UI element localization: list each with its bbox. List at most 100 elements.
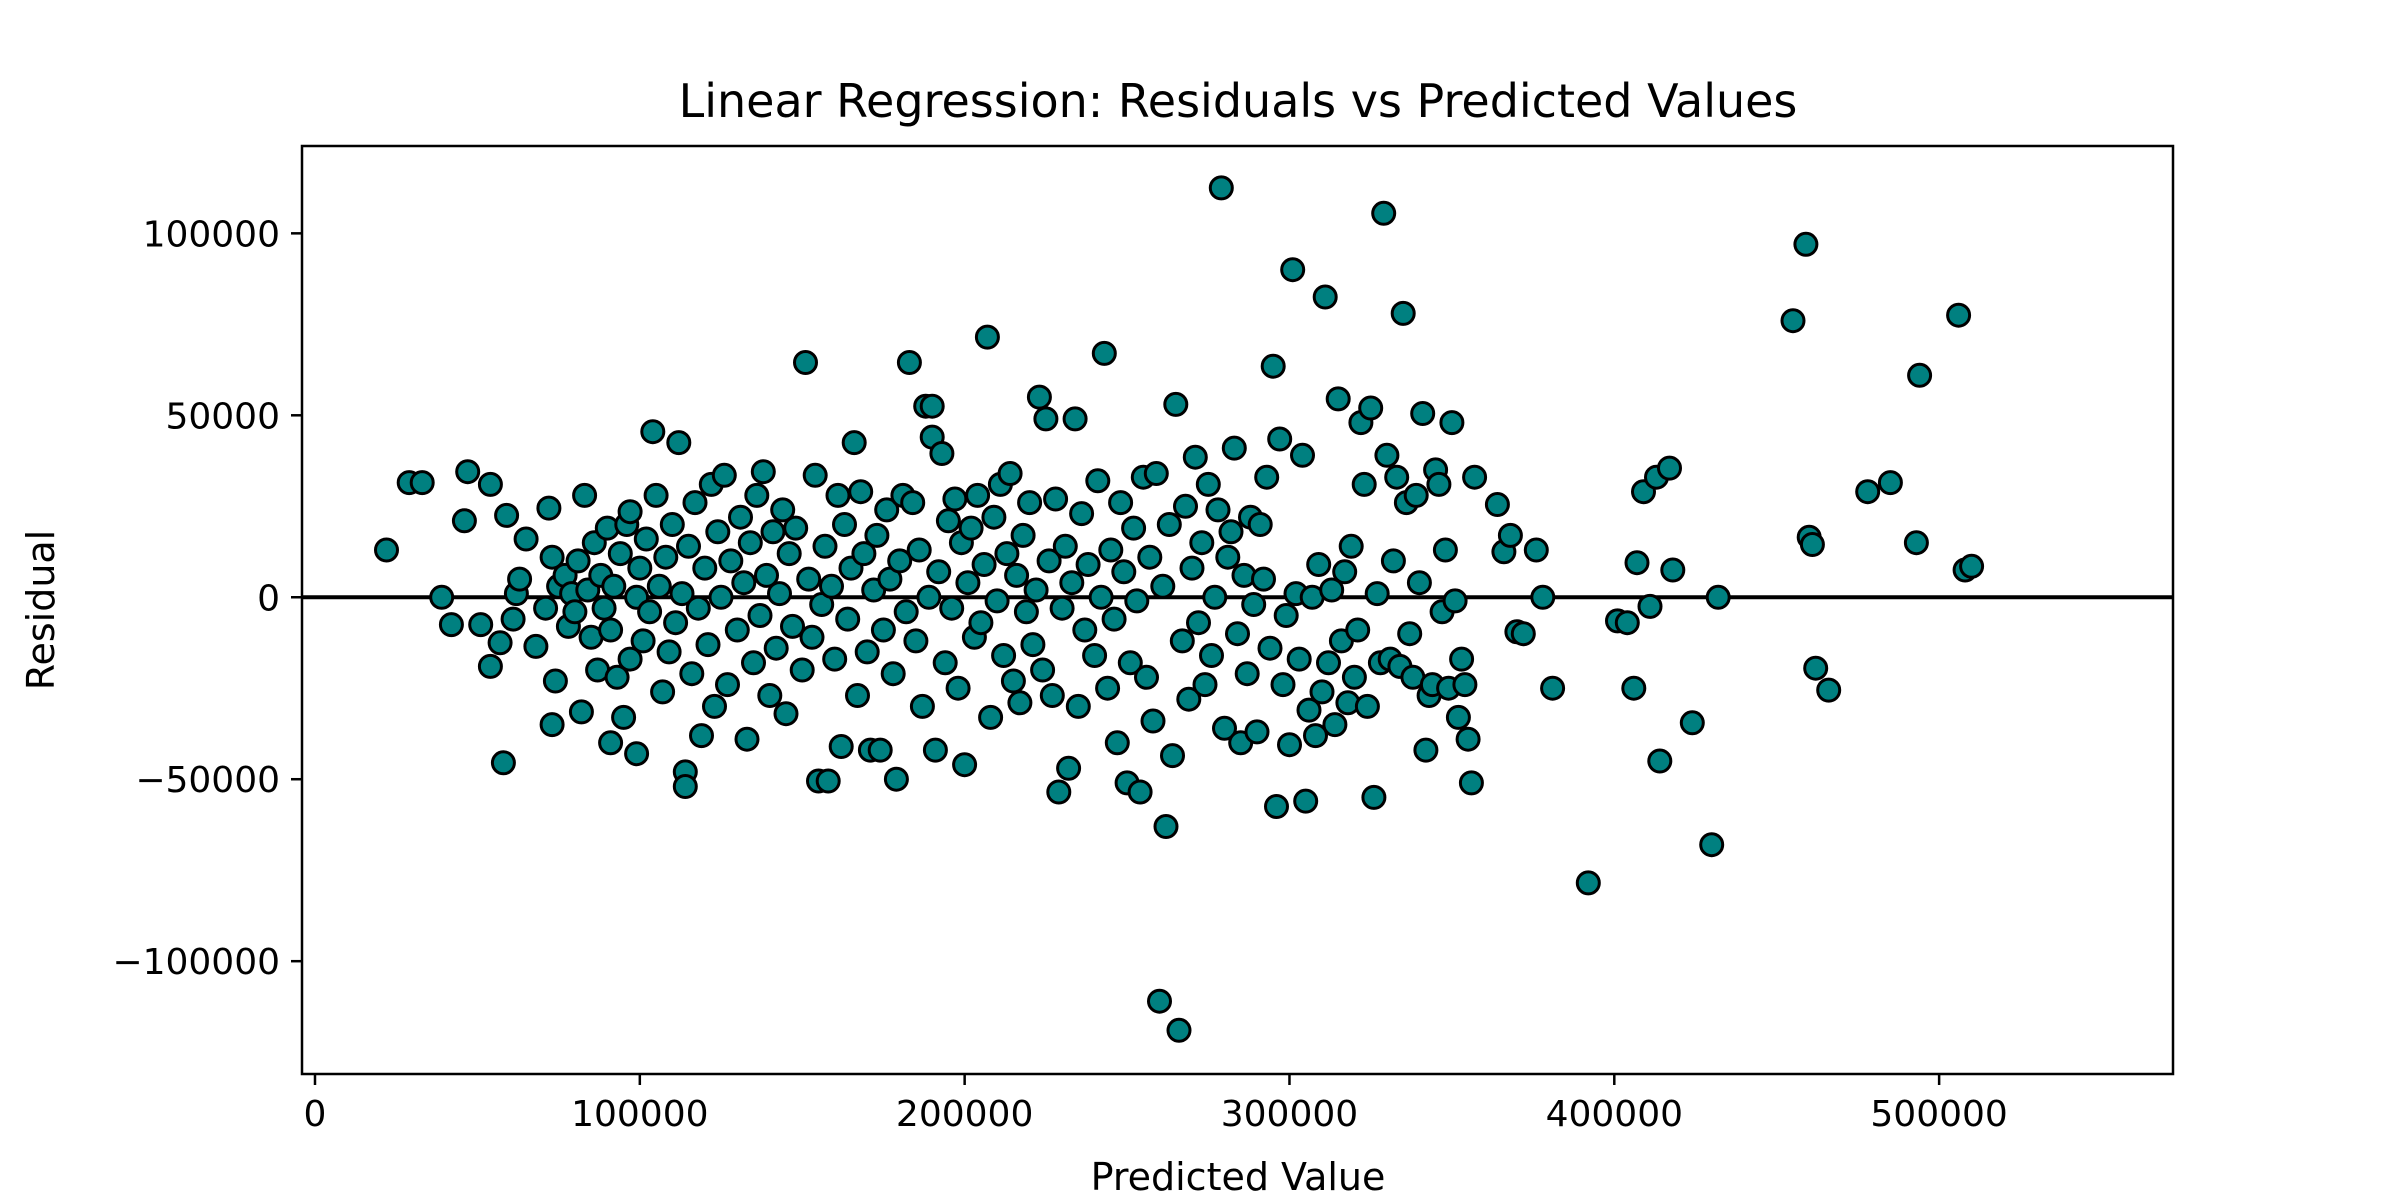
scatter-point (728, 504, 753, 530)
scatter-point (1091, 340, 1117, 366)
scatter-point (1907, 362, 1933, 388)
scatter-point (1660, 557, 1686, 583)
scatter-point (494, 502, 520, 528)
plot-area (302, 175, 2173, 1043)
scatter-point (718, 548, 744, 574)
scatter-point (1780, 308, 1806, 334)
scatter-point (773, 701, 799, 727)
scatter-point (477, 653, 503, 679)
scatter-point (1186, 610, 1211, 636)
scatter-point (1212, 715, 1237, 741)
scatter-point (1286, 646, 1312, 672)
scatter-point (776, 541, 802, 567)
scatter-point (1199, 643, 1224, 668)
scatter-point (997, 461, 1023, 486)
scatter-point (490, 750, 516, 776)
scatter-point (1264, 794, 1289, 819)
scatter-point (601, 573, 627, 599)
scatter-point (994, 541, 1020, 567)
scatter-point (539, 544, 565, 570)
scatter-point (643, 482, 669, 508)
scatter-point (1247, 512, 1273, 537)
scatter-point (1017, 490, 1043, 516)
scatter-point (754, 562, 779, 588)
scatter-point (763, 635, 789, 661)
scatter-point (1221, 435, 1247, 461)
scatter-point (942, 486, 968, 512)
scatter-point (1657, 455, 1682, 481)
scatter-point (1341, 664, 1367, 690)
scatter-point (1855, 479, 1881, 505)
scatter-point (1877, 470, 1903, 496)
scatter-point (974, 324, 1000, 350)
scatter-point (909, 693, 935, 719)
scatter-point (1043, 486, 1069, 512)
scatter-point (848, 479, 874, 505)
scatter-points (374, 175, 1985, 1043)
scatter-point (1946, 302, 1972, 328)
scatter-point (1205, 497, 1231, 523)
scatter-point (685, 595, 711, 621)
scatter-point (708, 584, 734, 610)
y-tick-label: −100000 (112, 942, 280, 983)
scatter-point (1406, 570, 1432, 596)
x-axis-ticks: 0 100000 200000 300000 400000 500000 (304, 1074, 2008, 1135)
scatter-point (702, 693, 727, 719)
scatter-point (591, 595, 617, 621)
scatter-point (1143, 461, 1169, 486)
scatter-point (617, 646, 643, 672)
scatter-point (968, 610, 994, 636)
scatter-point (1108, 490, 1134, 516)
scatter-point (741, 650, 766, 676)
scatter-point (1082, 643, 1108, 668)
scatter-point (1069, 501, 1095, 527)
scatter-point (1254, 464, 1280, 490)
scatter-point (939, 595, 965, 621)
scatter-point (1117, 650, 1143, 676)
scatter-point (1189, 530, 1215, 556)
scatter-point (409, 470, 435, 496)
scatter-point (539, 712, 565, 738)
scatter-point (1296, 697, 1322, 723)
scatter-point (598, 617, 624, 643)
scatter-point (1293, 788, 1319, 814)
scatter-point (1020, 632, 1046, 658)
scatter-point (1244, 719, 1270, 745)
scatter-point (1530, 584, 1556, 610)
scatter-point (1225, 621, 1250, 647)
scatter-point (916, 584, 942, 610)
scatter-point (906, 537, 932, 563)
scatter-point (887, 548, 913, 574)
scatter-point (767, 581, 792, 607)
scatter-point (451, 508, 477, 534)
scatter-point (633, 526, 659, 552)
scatter-point (1056, 755, 1082, 781)
scatter-point (1153, 814, 1179, 839)
scatter-point (903, 628, 929, 654)
scatter-point (1267, 426, 1293, 452)
y-tick-label: 100000 (143, 214, 280, 255)
scatter-point (598, 730, 624, 756)
scatter-point (1147, 988, 1172, 1014)
scatter-point (617, 499, 643, 525)
scatter-point (1085, 468, 1111, 494)
scatter-point (1403, 482, 1429, 508)
scatter-point (542, 668, 568, 694)
scatter-point (832, 512, 857, 537)
scatter-point (1455, 726, 1481, 752)
scatter-point (1260, 353, 1286, 379)
scatter-point (851, 541, 877, 567)
scatter-point (1062, 406, 1088, 432)
scatter-point (692, 555, 718, 581)
scatter-point (1959, 553, 1985, 579)
scatter-point (1251, 566, 1276, 592)
scatter-point (487, 630, 513, 656)
scatter-point (1312, 284, 1338, 310)
scatter-point (1803, 655, 1829, 681)
scatter-point (929, 441, 955, 466)
scatter-point (1013, 599, 1039, 625)
scatter-point (981, 504, 1007, 530)
scatter-point (1432, 537, 1458, 563)
scatter-point (893, 599, 919, 625)
